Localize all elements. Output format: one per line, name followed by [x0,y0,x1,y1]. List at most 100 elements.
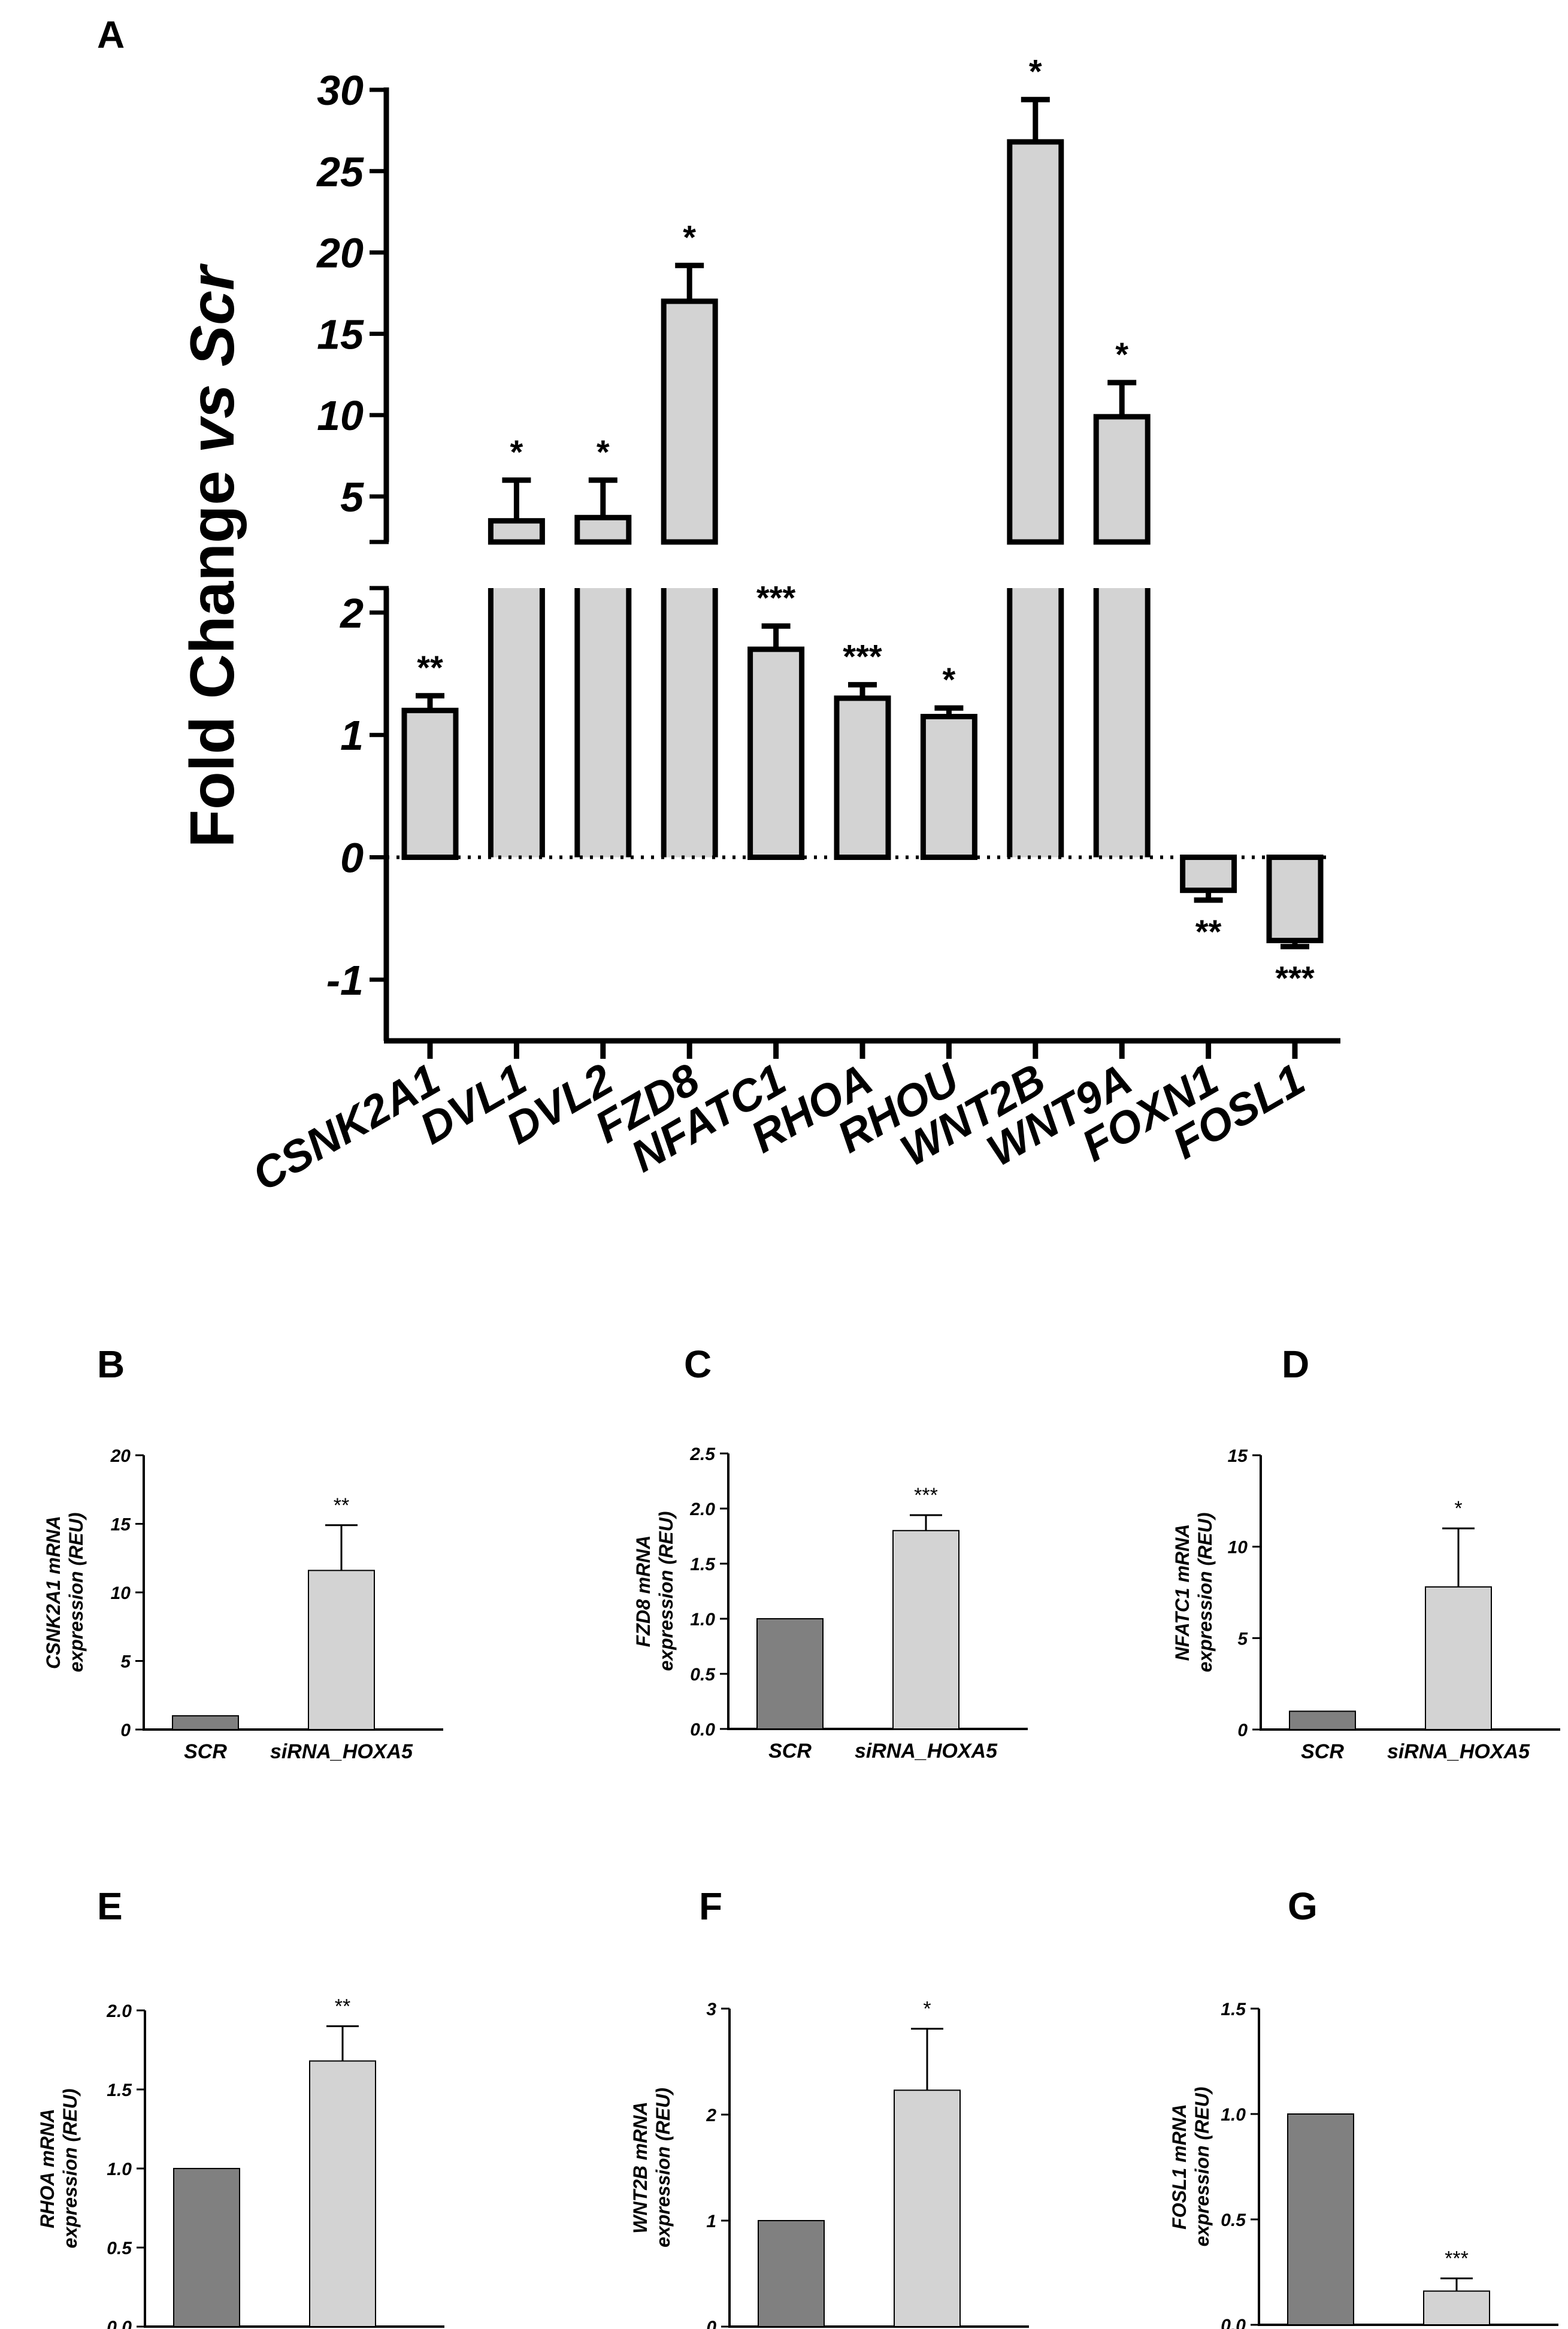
significance-label: * [683,218,696,256]
significance-label: *** [1445,2248,1469,2270]
bar [1287,2113,1354,2325]
bar [488,518,545,545]
y-axis-label: expression (REU) [65,1513,87,1673]
bar [574,514,632,545]
y-tick-label: 0 [706,2318,716,2329]
y-tick-label: 0 [340,835,364,882]
bar [894,2089,961,2328]
y-axis-label: CSNK2A1 mRNA [43,1516,64,1669]
bar [661,298,718,545]
bar [308,1570,375,1731]
y-tick-label: 2.0 [106,2001,132,2021]
x-tick-label: CSNK2A1 [244,1054,448,1201]
y-tick-label: 15 [1228,1446,1249,1466]
bar [1423,2290,1490,2325]
y-axis-label: NFATC1 mRNA [1172,1524,1193,1661]
y-tick-label: 30 [317,67,364,114]
y-axis-label-italic: vs Scr [178,263,247,453]
y-tick-label: 0.0 [690,1720,715,1740]
significance-label: * [923,1998,931,2021]
y-tick-label: 1.0 [1221,2105,1246,2125]
y-tick-label: 1.5 [107,2080,132,2100]
x-tick-label: siRNA_HOXA5 [855,1740,998,1762]
y-tick-label: 0 [1237,1721,1248,1740]
y-tick-label: 0 [120,1721,131,1740]
bar [1180,855,1237,894]
panel-label: E [97,1885,123,1928]
y-tick-label: 25 [316,149,364,195]
y-axis-label: RHOA mRNA [37,2109,58,2228]
panel-e-chart: E 0.0 0.5 1.0 1.5 2.0 RHOA mRNA expression (REU… [37,1885,444,2329]
y-tick-label: 1.0 [690,1610,715,1630]
bar-lower-segment [664,588,716,858]
y-tick-label: 20 [110,1446,131,1466]
significance-label: ** [335,1995,350,2018]
y-tick-label: 1.5 [690,1555,716,1574]
significance-label: ** [1195,913,1222,950]
panel-label: C [684,1343,712,1386]
y-axis-label: expression (REU) [59,2089,81,2249]
bar [834,695,891,861]
y-tick-label: 2.0 [689,1500,715,1519]
y-tick-label: 2 [339,590,364,637]
y-axis-label: FOSL1 mRNA [1169,2104,1190,2230]
y-tick-label: 0.5 [1221,2210,1246,2230]
panel-label: A [97,13,125,56]
y-axis-label-text: Fold Change [178,453,247,848]
significance-label: * [597,433,610,471]
bar-lower-segment [577,588,629,858]
y-axis-label: expression (REU) [1194,1513,1216,1673]
bar [173,2168,240,2327]
bar [1093,414,1151,545]
panel-c-chart: C 0.0 0.5 1.0 1.5 2.0 2.5 FZD8 mRNA expression (… [632,1343,1028,1762]
y-tick-label: 2 [706,2106,716,2125]
bar [401,707,459,861]
y-tick-label: 1 [340,712,364,759]
y-axis-label: expression (REU) [652,2088,674,2248]
y-tick-label: 1.5 [1221,2000,1246,2019]
panel-label: F [699,1885,722,1928]
bar [1289,1710,1356,1730]
x-tick-label: SCR [768,1740,812,1762]
bar [1425,1586,1492,1731]
bar [1266,855,1324,943]
y-tick-label: 3 [706,2000,716,2019]
significance-label: *** [914,1484,938,1507]
x-tick-label: siRNA_HOXA5 [270,1740,413,1763]
bar [758,2220,825,2327]
bar [892,1530,959,1730]
significance-label: * [1029,52,1042,90]
y-tick-label: 5 [1237,1629,1248,1649]
y-tick-label: 5 [120,1652,131,1672]
y-tick-label: 1.0 [107,2160,132,2179]
bar [747,646,805,861]
y-tick-label: 15 [111,1515,132,1535]
panel-label: G [1288,1885,1318,1928]
y-axis-label: expression (REU) [655,1512,677,1671]
significance-label: ** [417,649,443,686]
y-tick-label: 10 [1228,1538,1248,1558]
significance-label: *** [1275,959,1315,997]
significance-label: * [1115,335,1128,373]
significance-label: * [943,661,956,698]
significance-label: * [1454,1497,1462,1520]
significance-label: *** [756,579,796,616]
bar-lower-segment [491,588,543,858]
bar [1007,139,1064,545]
bar-lower-segment [1009,588,1061,858]
y-tick-label: 10 [317,392,364,439]
y-axis-label: Fold Change vs Scr [178,263,247,847]
bar [920,714,977,861]
significance-label: ** [334,1494,349,1517]
y-tick-label: 5 [340,474,364,520]
y-tick-label: -1 [326,957,364,1004]
y-tick-label: 20 [316,230,364,277]
bar-lower-segment [1096,588,1148,858]
panel-b-chart: B 0 5 10 15 20 CSNK2A1 mRNA expression (REU) SCR… [43,1343,443,1763]
y-tick-label: 1 [706,2212,716,2231]
panel-d-chart: D 0 5 10 15 NFATC1 mRNA expression (REU) SCR * si… [1172,1343,1560,1763]
